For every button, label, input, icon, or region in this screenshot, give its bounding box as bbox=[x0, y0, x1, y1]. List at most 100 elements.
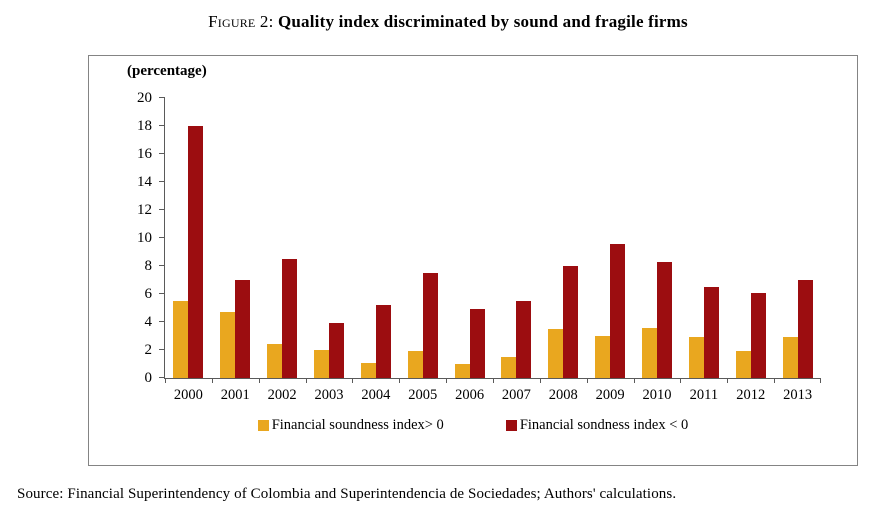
bar-2011 bbox=[688, 337, 704, 378]
x-axis-tick-label: 2001 bbox=[220, 387, 250, 403]
y-axis-tick-label: 4 bbox=[144, 314, 153, 330]
bar-2009 bbox=[610, 243, 626, 378]
bar-2003 bbox=[328, 323, 344, 378]
bar-group-2008 bbox=[540, 98, 587, 378]
legend-swatch-icon bbox=[257, 420, 269, 431]
x-axis-tick bbox=[633, 378, 635, 383]
plot-area: 0 2 4 6 8 10 12 14 16 18 20 2000 2001 2002 2003 2004 200… bbox=[137, 90, 821, 403]
x-axis-tick bbox=[774, 378, 776, 383]
bar-group-2003 bbox=[306, 98, 353, 378]
legend-item: Financial soundness index> 0 bbox=[257, 417, 444, 434]
bar-2013 bbox=[797, 280, 813, 378]
x-axis-tick bbox=[493, 378, 494, 383]
x-axis-tick bbox=[727, 378, 729, 383]
bar-2011 bbox=[703, 287, 719, 378]
bar-2003 bbox=[313, 350, 329, 378]
bar-group-2010 bbox=[634, 98, 681, 378]
y-axis-tick bbox=[159, 97, 165, 98]
y-axis-tick bbox=[159, 209, 165, 210]
y-axis-tick bbox=[159, 377, 165, 378]
bar-group-2013 bbox=[774, 98, 821, 378]
y-axis-tick bbox=[159, 265, 165, 266]
y-axis-tick-label: 14 bbox=[137, 174, 152, 190]
bar-group-2007 bbox=[493, 98, 540, 378]
bar-2001 bbox=[235, 280, 251, 378]
bar-2013 bbox=[782, 337, 798, 378]
bar-2002 bbox=[282, 259, 298, 378]
y-axis-unit-label: (percentage) bbox=[127, 63, 207, 79]
y-axis-tick-label: 20 bbox=[137, 90, 152, 106]
x-axis-tick-label: 2013 bbox=[783, 387, 813, 403]
x-axis-tick-label: 2002 bbox=[267, 387, 297, 403]
bar-2012 bbox=[750, 292, 766, 378]
bar-group-2004 bbox=[352, 98, 399, 378]
bar-2010 bbox=[641, 327, 657, 378]
x-axis-tick-label: 2003 bbox=[314, 387, 344, 403]
y-axis-tick-label: 10 bbox=[137, 230, 152, 246]
y-axis-tick-label: 12 bbox=[137, 202, 152, 218]
y-axis-tick bbox=[159, 237, 165, 238]
legend-label: Financial soundness index> 0 bbox=[271, 417, 444, 433]
x-axis-tick-label: 2010 bbox=[642, 387, 672, 403]
legend: Financial soundness index> 0 Financial so… bbox=[89, 417, 857, 434]
bar-group-2001 bbox=[212, 98, 259, 378]
x-axis-tick bbox=[352, 378, 354, 383]
bar-group-2000 bbox=[165, 98, 212, 378]
x-axis-tick-label: 2005 bbox=[408, 387, 438, 403]
bar-2008 bbox=[563, 266, 579, 378]
bar-group-2005 bbox=[399, 98, 446, 378]
x-axis-tick-label: 2007 bbox=[501, 387, 531, 403]
bar-2005 bbox=[407, 351, 423, 378]
x-axis-tick-label: 2009 bbox=[595, 387, 625, 403]
y-axis-tick-label: 0 bbox=[144, 370, 153, 386]
x-axis-tick-label: 2008 bbox=[548, 387, 578, 403]
x-axis-tick bbox=[211, 378, 213, 383]
source-note: Source: Financial Superintendency of Col… bbox=[17, 486, 677, 502]
figure-title: Quality index discriminated by sound and… bbox=[277, 12, 688, 31]
chart-frame: (percentage) 0 2 4 6 8 10 12 14 16 18 20 2000 2001 20… bbox=[88, 55, 858, 466]
y-axis-tick-label: 6 bbox=[144, 286, 153, 302]
x-axis-tick-label: 2000 bbox=[173, 387, 203, 403]
x-axis-tick-label: 2006 bbox=[455, 387, 485, 403]
bar-group-2006 bbox=[446, 98, 493, 378]
x-axis-tick bbox=[586, 378, 588, 383]
x-axis-tick bbox=[305, 378, 307, 383]
x-axis-tick-label: 2012 bbox=[736, 387, 766, 403]
y-axis-tick-label: 18 bbox=[137, 118, 152, 134]
bar-2002 bbox=[267, 344, 283, 378]
bar-2004 bbox=[375, 305, 391, 378]
bar-2008 bbox=[548, 329, 564, 378]
y-axis-tick-label: 2 bbox=[144, 342, 153, 358]
x-axis-tick bbox=[165, 378, 166, 383]
y-axis-tick bbox=[159, 153, 165, 154]
bar-2001 bbox=[220, 312, 236, 378]
bar-2006 bbox=[469, 309, 485, 378]
bar-2000 bbox=[173, 301, 189, 378]
x-axis-tick bbox=[258, 378, 260, 383]
x-axis-tick bbox=[399, 378, 401, 383]
x-axis-tick bbox=[680, 378, 682, 383]
bar-2009 bbox=[595, 336, 611, 378]
figure-label: Figure 2: bbox=[208, 12, 274, 31]
figure-caption: Figure 2: Quality index discriminated by… bbox=[0, 12, 896, 32]
bar-2007 bbox=[516, 301, 532, 378]
y-axis-tick bbox=[159, 125, 165, 126]
y-axis-tick bbox=[159, 349, 165, 350]
bar-2004 bbox=[360, 362, 376, 378]
legend-item: Financial sondness index < 0 bbox=[505, 417, 689, 434]
bar-2007 bbox=[501, 357, 517, 378]
y-axis-tick bbox=[159, 321, 165, 322]
bar-group-2011 bbox=[680, 98, 727, 378]
bar-group-2009 bbox=[587, 98, 634, 378]
bar-group-2002 bbox=[259, 98, 306, 378]
x-axis-tick bbox=[820, 378, 821, 383]
y-axis-tick-label: 16 bbox=[137, 146, 152, 162]
bar-2006 bbox=[454, 364, 470, 378]
legend-label: Financial sondness index < 0 bbox=[519, 417, 689, 433]
y-axis-tick bbox=[159, 181, 165, 182]
bar-2012 bbox=[735, 350, 751, 378]
bar-2010 bbox=[656, 261, 672, 378]
legend-swatch-icon bbox=[505, 420, 517, 431]
x-axis-tick bbox=[446, 378, 448, 383]
bar-2000 bbox=[188, 126, 204, 378]
